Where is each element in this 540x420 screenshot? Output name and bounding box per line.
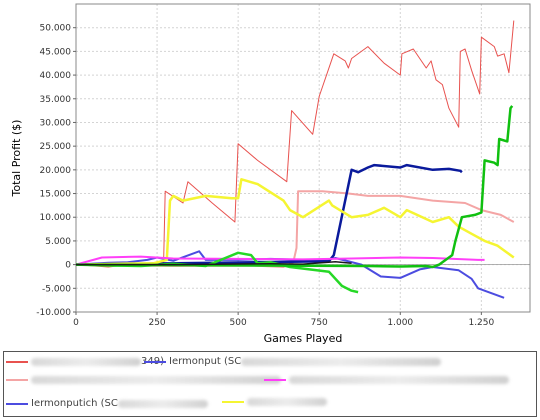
legend-swatch <box>144 360 166 363</box>
series-line-4 <box>75 178 515 266</box>
redacted-text <box>31 357 141 366</box>
legend-item: 349) <box>6 356 164 367</box>
y-tick-label: 20.000 <box>40 166 72 176</box>
redacted-text <box>31 376 281 384</box>
legend-item: Iermonputich (SC <box>6 398 208 409</box>
legend-row: Iermonputich (SC <box>4 398 534 418</box>
series-line-1 <box>75 190 515 268</box>
y-tick-label: 35.000 <box>40 95 72 105</box>
legend-label: Iermonput (SC <box>169 356 242 367</box>
chart-area: 0 250 500 750 1.000 1.250 -10.000 -5.000 0 5.000… <box>10 3 531 345</box>
series-line-8 <box>76 261 352 266</box>
legend-swatch <box>264 379 286 381</box>
x-tick-label: 1.000 <box>387 318 413 328</box>
y-tick-label: 5.000 <box>45 237 71 247</box>
y-tick-label: 40.000 <box>40 71 72 81</box>
legend-item <box>264 376 509 384</box>
legend-swatch <box>6 379 28 381</box>
legend: 349) Iermonput (SC Iermonputich (SC <box>3 351 537 417</box>
y-tick-label: 25.000 <box>40 142 72 152</box>
redacted-text <box>117 399 208 408</box>
y-tick-label: -5.000 <box>42 284 71 294</box>
series-layer <box>75 20 515 299</box>
legend-item <box>222 398 327 406</box>
y-tick-label: 45.000 <box>40 47 72 57</box>
legend-item: Iermonput (SC <box>144 356 442 367</box>
series-line-3 <box>75 163 463 266</box>
y-axis-title: Total Profit ($) <box>10 120 23 198</box>
y-tick-label: 30.000 <box>40 118 72 128</box>
legend-item <box>6 376 281 384</box>
x-axis-title: Games Played <box>264 332 343 345</box>
y-tick-label: 50.000 <box>40 24 72 34</box>
y-tick-label: 10.000 <box>40 213 72 223</box>
legend-row: 349) Iermonput (SC <box>4 356 534 376</box>
y-tick-label: 15.000 <box>40 190 72 200</box>
legend-row <box>4 376 534 396</box>
x-tick-label: 0 <box>73 318 79 328</box>
redacted-text <box>289 376 509 384</box>
x-tick-label: 500 <box>230 318 247 328</box>
y-tick-label: 0 <box>65 261 71 271</box>
legend-swatch <box>6 360 28 363</box>
series-line-7 <box>75 105 514 269</box>
redacted-text <box>247 398 327 406</box>
plot-frame <box>75 3 531 313</box>
y-axis-ticks: -10.000 -5.000 0 5.000 10.000 15.000 20.000 25.… <box>36 24 76 318</box>
x-tick-label: 750 <box>311 318 328 328</box>
y-tick-label: -10.000 <box>36 308 71 318</box>
x-tick-label: 1.250 <box>468 318 494 328</box>
x-axis-ticks: 0 250 500 750 1.000 1.250 <box>73 312 495 328</box>
redacted-text <box>241 357 442 366</box>
legend-swatch <box>222 401 244 403</box>
x-tick-label: 250 <box>148 318 165 328</box>
legend-label: Iermonputich (SC <box>31 398 118 409</box>
legend-swatch <box>6 402 28 405</box>
series-line-0 <box>75 20 515 268</box>
